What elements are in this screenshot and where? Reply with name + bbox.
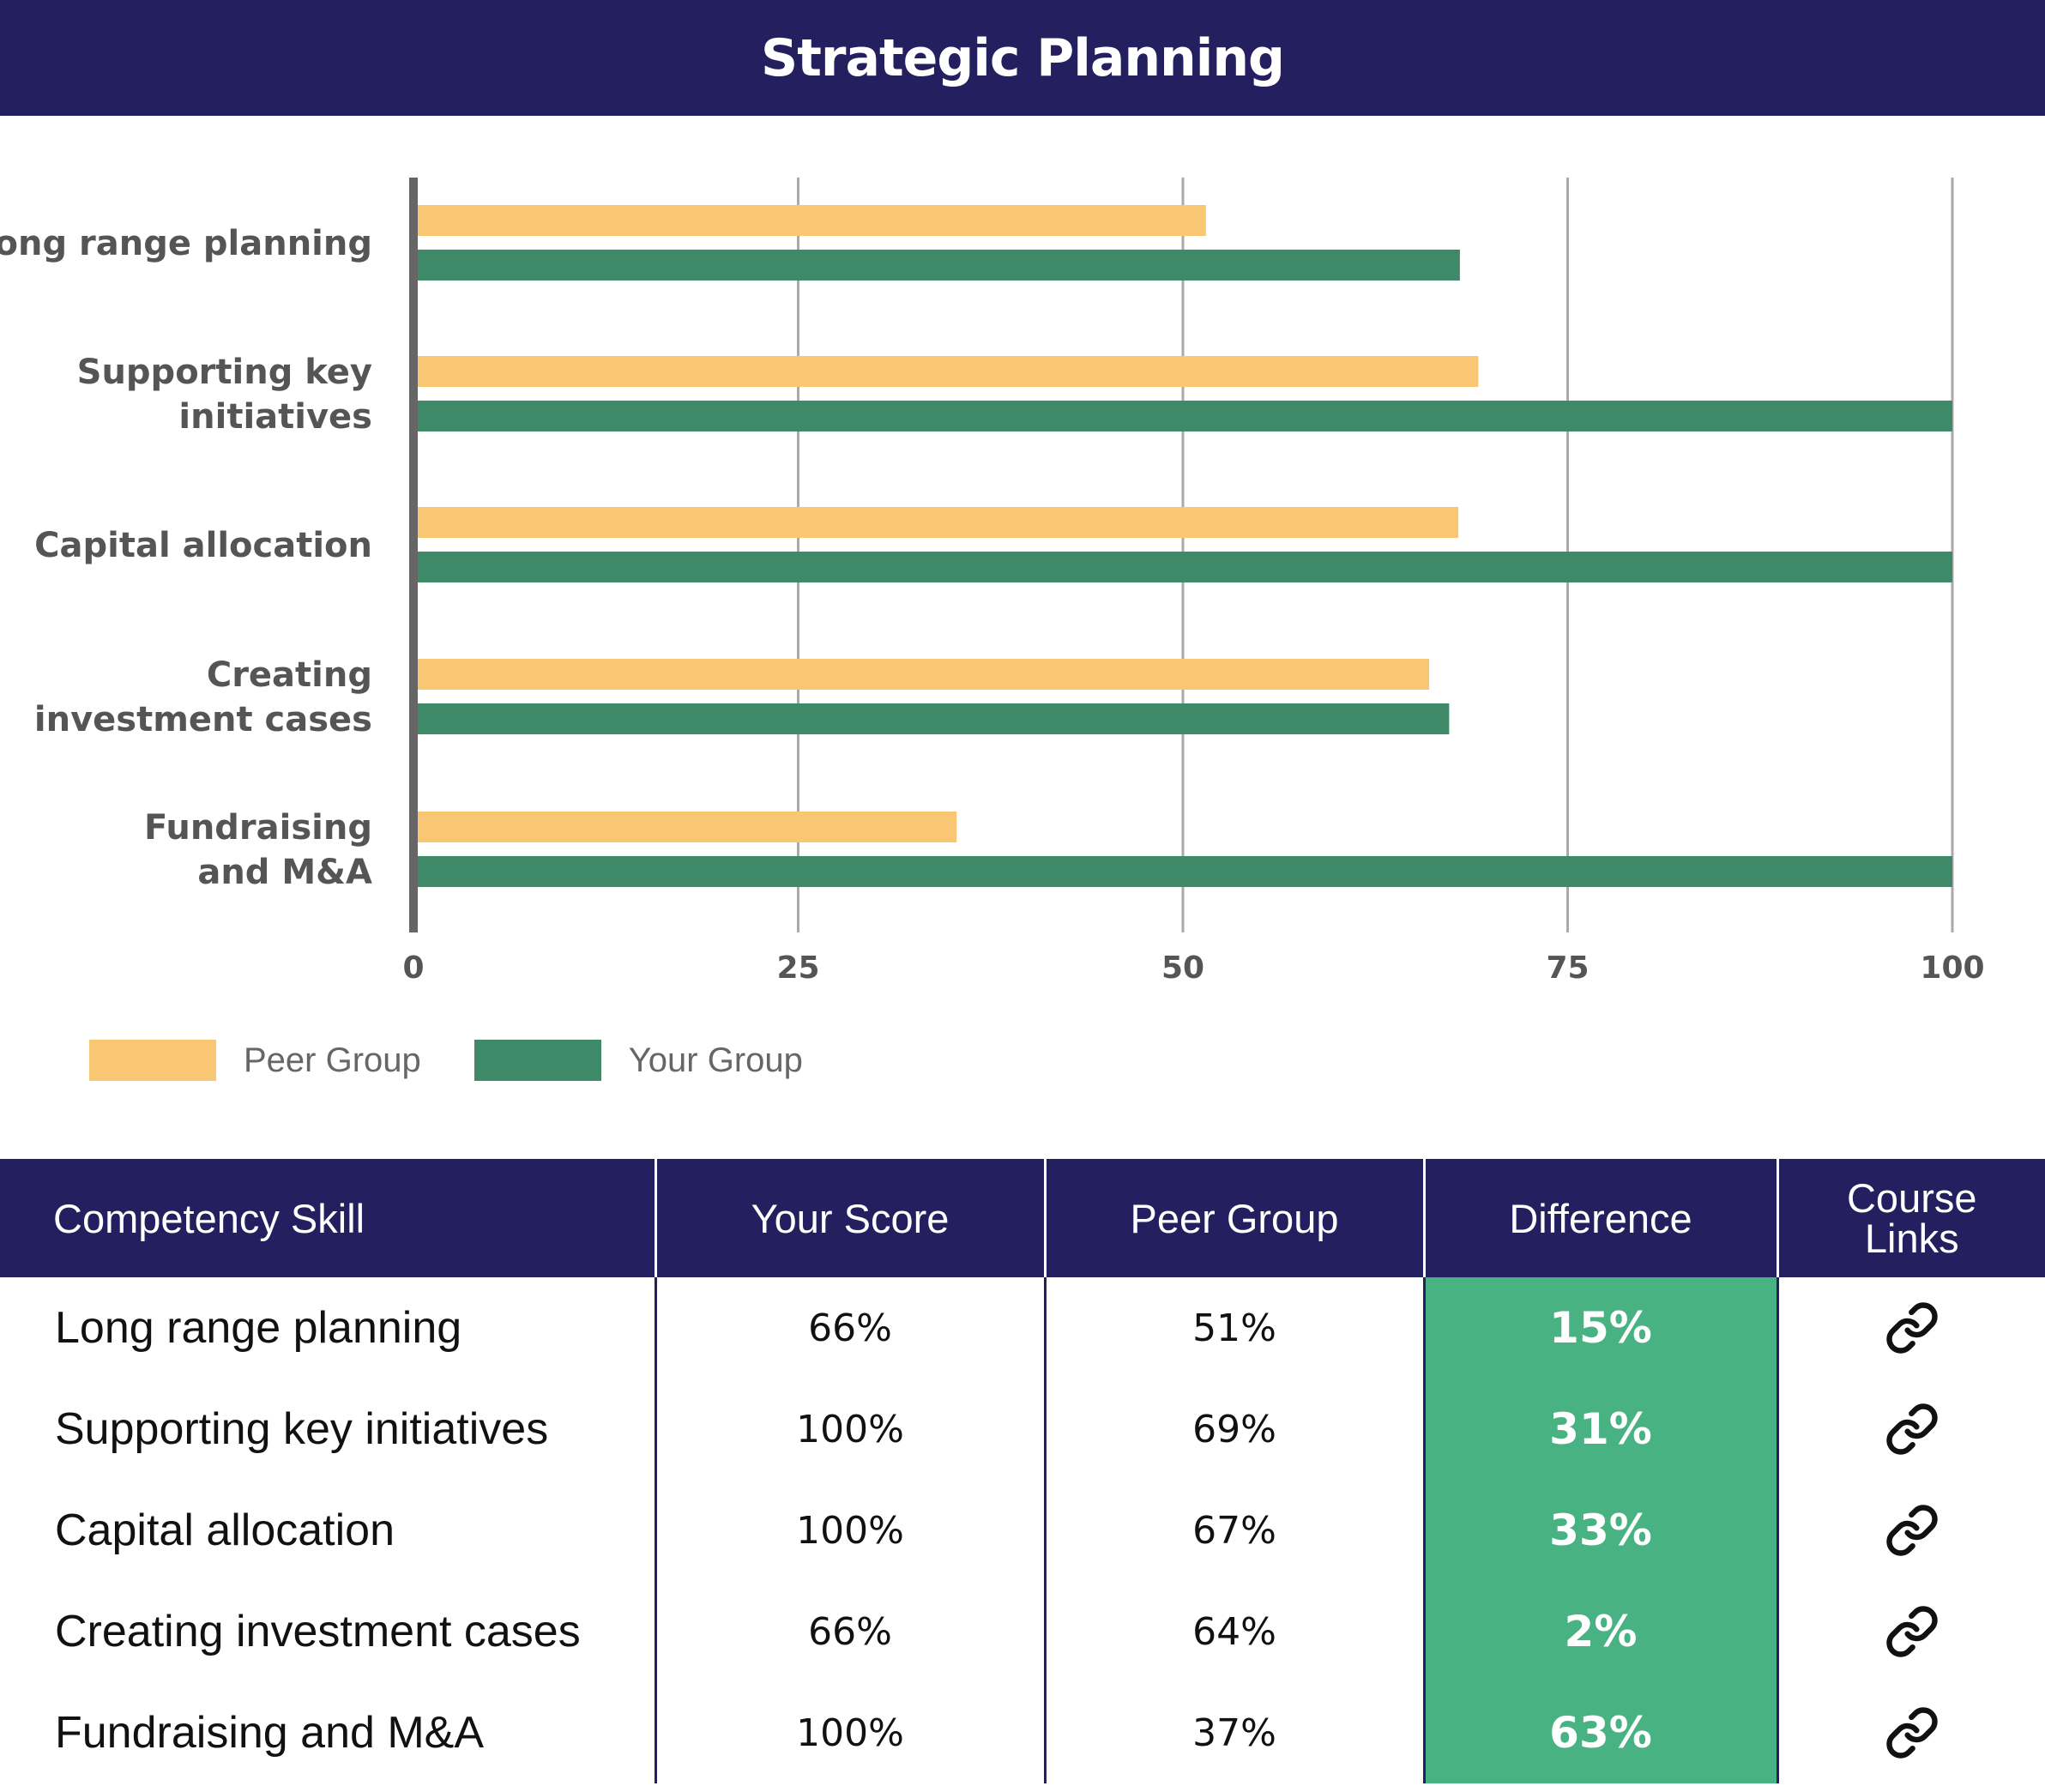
x-tick-label: 75	[1546, 950, 1589, 986]
bar-your-group	[413, 703, 1450, 734]
cell-skill: Long range planning	[55, 1303, 462, 1353]
bar-your-group	[413, 401, 1952, 431]
cell-course-link[interactable]	[1776, 1682, 2045, 1783]
column-header-your-score: Your Score	[654, 1159, 1045, 1277]
cell-skill: Creating investment cases	[55, 1607, 581, 1656]
cell-your-score: 66%	[654, 1277, 1045, 1379]
cell-your-score: 100%	[654, 1480, 1045, 1581]
link-icon[interactable]	[1885, 1402, 1939, 1457]
link-icon[interactable]	[1885, 1705, 1939, 1760]
category-label: Long range planning	[0, 224, 372, 263]
cell-peer-group: 67%	[1043, 1480, 1424, 1581]
competency-table: Competency Skill Your Score Peer Group D…	[0, 1159, 2045, 1783]
x-tick-label: 0	[402, 950, 424, 986]
table-row: Supporting key initiatives 100% 69% 31%	[0, 1379, 2045, 1480]
table-row: Long range planning 66% 51% 15%	[0, 1277, 2045, 1379]
cell-difference: 33%	[1422, 1480, 1777, 1581]
link-icon[interactable]	[1885, 1300, 1939, 1355]
cell-your-score: 100%	[654, 1379, 1045, 1480]
column-header-competency-skill: Competency Skill	[0, 1159, 655, 1277]
legend-item-peer-group: Peer Group	[89, 1040, 421, 1081]
cell-peer-group: 37%	[1043, 1682, 1424, 1783]
bar-peer-group	[413, 356, 1479, 387]
cell-peer-group: 64%	[1043, 1581, 1424, 1682]
column-header-peer-group: Peer Group	[1043, 1159, 1424, 1277]
x-tick-label: 25	[776, 950, 819, 986]
bar-chart: 0 25 50 75 100 Long range planning Supporting …	[0, 178, 1985, 986]
legend-swatch-your-group	[474, 1040, 601, 1081]
category-label: Supporting key	[77, 353, 372, 392]
page-title: Strategic Planning	[760, 27, 1285, 88]
bar-your-group	[413, 552, 1952, 582]
column-header-difference: Difference	[1422, 1159, 1777, 1277]
x-tick-label: 50	[1161, 950, 1204, 986]
table-header-row: Competency Skill Your Score Peer Group D…	[0, 1159, 2045, 1277]
cell-course-link[interactable]	[1776, 1581, 2045, 1682]
cell-difference: 2%	[1422, 1581, 1777, 1682]
legend-item-your-group: Your Group	[474, 1040, 803, 1081]
bar-peer-group	[413, 507, 1459, 538]
bar-peer-group	[413, 205, 1206, 236]
cell-skill: Capital allocation	[55, 1505, 395, 1555]
chart-legend: Peer Group Your Group	[89, 1040, 856, 1081]
category-label: Capital allocation	[34, 526, 372, 565]
legend-label-peer-group: Peer Group	[244, 1041, 421, 1079]
cell-your-score: 100%	[654, 1682, 1045, 1783]
cell-peer-group: 69%	[1043, 1379, 1424, 1480]
category-label: Creating	[207, 655, 372, 695]
legend-label-your-group: Your Group	[628, 1041, 803, 1079]
column-header-course-links: Course Links	[1776, 1159, 2045, 1277]
cell-course-link[interactable]	[1776, 1379, 2045, 1480]
table-row: Capital allocation 100% 67% 33%	[0, 1480, 2045, 1581]
cell-skill: Fundraising and M&A	[55, 1708, 485, 1758]
cell-skill: Supporting key initiatives	[55, 1404, 549, 1454]
x-tick-label: 100	[1920, 950, 1984, 986]
category-label: Fundraising	[144, 808, 372, 848]
table-row: Fundraising and M&A 100% 37% 63%	[0, 1682, 2045, 1783]
bar-your-group	[413, 250, 1460, 281]
title-bar: Strategic Planning	[0, 0, 2045, 116]
cell-your-score: 66%	[654, 1581, 1045, 1682]
cell-peer-group: 51%	[1043, 1277, 1424, 1379]
category-label: and M&A	[197, 853, 372, 892]
cell-course-link[interactable]	[1776, 1277, 2045, 1379]
bar-peer-group	[413, 812, 957, 842]
cell-course-link[interactable]	[1776, 1480, 2045, 1581]
table-row: Creating investment cases 66% 64% 2%	[0, 1581, 2045, 1682]
link-icon[interactable]	[1885, 1604, 1939, 1659]
category-label: investment cases	[34, 700, 372, 739]
bar-peer-group	[413, 659, 1430, 690]
legend-swatch-peer-group	[89, 1040, 216, 1081]
category-label: initiatives	[178, 397, 372, 437]
cell-difference: 15%	[1422, 1277, 1777, 1379]
cell-difference: 63%	[1422, 1682, 1777, 1783]
link-icon[interactable]	[1885, 1503, 1939, 1558]
cell-difference: 31%	[1422, 1379, 1777, 1480]
bar-your-group	[413, 856, 1952, 887]
